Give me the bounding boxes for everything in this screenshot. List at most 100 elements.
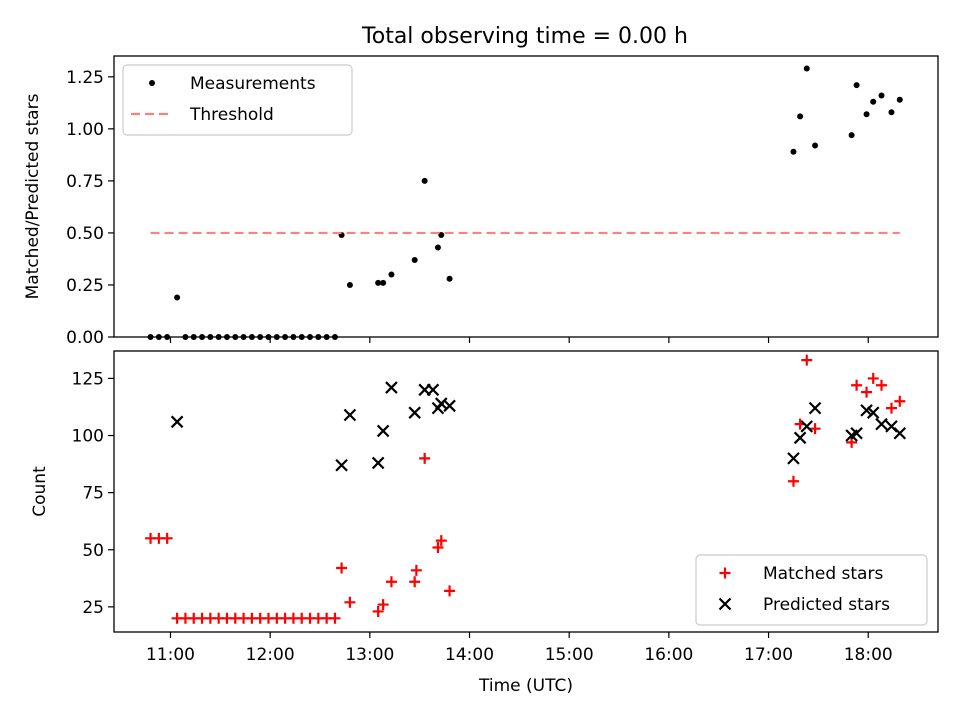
x-tick-label: 15:00 [545,645,594,665]
matched-star-point [385,576,397,588]
series-matched-stars [145,354,906,624]
measurement-point [446,275,453,282]
y-tick-label: 0.50 [66,224,104,244]
measurement-point [346,281,353,288]
x-tick-label: 11:00 [146,645,195,665]
matched-star-point [372,605,384,617]
x-tick-label: 16:00 [644,645,693,665]
matched-star-point [419,452,431,464]
x-tick-label: 12:00 [246,645,295,665]
measurement-point [803,65,810,72]
predicted-star-point [443,399,456,413]
legend-box [695,554,928,626]
legend-matched-swatch [719,567,731,579]
measurement-point [870,98,877,105]
y-tick-label: 1.00 [66,120,104,140]
legend: Matched stars Predicted stars [695,554,928,626]
x-tick-label: 18:00 [844,645,893,665]
legend-box [122,64,353,136]
measurement-point [790,148,797,155]
matched-star-point [344,596,356,608]
measurement-point [863,111,870,118]
measurement-point [797,113,804,120]
predicted-star-point [800,420,814,433]
x-tick-label: 17:00 [744,645,793,665]
measurement-point [438,232,445,239]
predicted-star-point [170,415,184,429]
predicted-star-point [376,424,390,438]
matched-star-point [409,576,421,588]
matched-star-point [894,395,906,407]
axes-frame [113,350,939,633]
matched-star-point [809,423,821,435]
y-tick-label: 50 [82,541,104,561]
matched-star-point [861,386,873,398]
measurement-point [888,109,895,116]
predicted-star-point [408,406,421,419]
predicted-star-point [787,452,800,465]
matched-star-point [329,612,341,624]
plot-area [147,65,903,340]
figure-title: Total observing time = 0.00 h [361,24,688,49]
y-tick-label: 125 [72,369,104,389]
series-predicted-stars [170,381,907,472]
matched-star-point [876,379,888,391]
predicted-star-point [793,431,807,445]
y-axis-label: Matched/Predicted stars [23,93,43,299]
y-tick-label: 0.00 [66,328,104,348]
x-tick-label: 13:00 [345,645,394,665]
matched-star-point [787,475,799,487]
plot-area [145,354,907,624]
predicted-star-point [426,383,440,397]
y-tick-label: 100 [72,427,104,447]
measurement-point [848,132,855,139]
top-panel-ratio-plot: 0.00 0.25 0.50 0.75 1.00 1.25 Matched/Predicte… [23,55,939,348]
matched-star-point [410,564,422,576]
x-tick-label: 14:00 [445,645,494,665]
matched-star-point [377,599,389,611]
measurement-point [812,142,819,149]
predicted-star-point [860,404,873,417]
matched-star-point [851,379,863,391]
matched-star-point [867,372,879,384]
predicted-star-point [808,401,822,415]
measurement-point [853,82,860,89]
predicted-star-point [335,458,348,472]
measurement-point [388,271,395,278]
measurement-point [421,177,428,184]
matched-star-point [336,562,348,574]
legend-label: Matched stars [763,564,883,584]
legend-label: Measurements [190,74,316,94]
matched-star-point [801,354,813,366]
series-measurements [147,65,903,340]
y-tick-label: 25 [82,598,104,618]
x-axis-label: Time (UTC) [478,676,573,696]
measurement-point [375,279,382,286]
bottom-panel-count-plot: 25 50 75 100 125 11:00 12:00 13:00 14:00 15:00 16:… [30,350,939,696]
legend-predicted-swatch [718,597,732,611]
measurement-point [411,256,418,263]
legend-label: Threshold [189,105,274,125]
legend-measurement-swatch [149,80,155,86]
matched-star-point [432,541,444,553]
predicted-star-point [850,426,863,440]
y-axis-label: Count [30,466,50,517]
predicted-star-point [866,406,880,419]
measurement-point [878,92,885,99]
y-tick-label: 0.75 [66,172,104,192]
predicted-star-point [371,456,385,470]
measurement-point [896,96,903,103]
predicted-star-point [385,381,398,394]
measurement-point [380,279,387,286]
legend: Measurements Threshold [122,64,353,136]
matched-star-point [885,402,897,414]
predicted-star-point [893,426,907,440]
y-tick-label: 1.25 [66,68,104,88]
matched-star-point [161,532,173,544]
axes-frame [113,55,939,338]
measurement-point [174,294,181,301]
legend-label: Predicted stars [763,595,890,615]
predicted-star-point [875,417,888,431]
predicted-star-point [343,408,357,422]
